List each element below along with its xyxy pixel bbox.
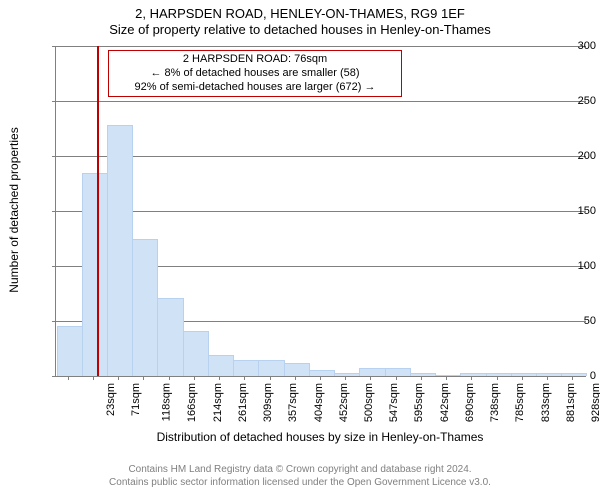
histogram-bar: [460, 373, 486, 376]
x-tick-label: 23sqm: [105, 383, 117, 416]
x-tick-label: 261sqm: [237, 383, 249, 422]
histogram-bar: [435, 375, 461, 376]
attribution-line: Contains public sector information licen…: [0, 477, 600, 490]
gridline: [56, 46, 586, 47]
x-tick-label: 71sqm: [130, 383, 142, 416]
x-tick-label: 452sqm: [338, 383, 350, 422]
annotation-line: 92% of semi-detached houses are larger (…: [115, 81, 395, 95]
annotation-callout: 2 HARPSDEN ROAD: 76sqm← 8% of detached h…: [108, 50, 402, 97]
attribution-text: Contains HM Land Registry data © Crown c…: [0, 464, 600, 489]
histogram-bar: [208, 355, 234, 376]
x-tick-label: 833sqm: [540, 383, 552, 422]
annotation-line: ← 8% of detached houses are smaller (58): [115, 67, 395, 81]
x-tick-label: 404sqm: [313, 383, 325, 422]
gridline: [56, 101, 586, 102]
annotation-line: 2 HARPSDEN ROAD: 76sqm: [115, 53, 395, 67]
histogram-bar: [486, 373, 512, 376]
x-tick-label: 785sqm: [515, 383, 527, 422]
x-tick-label: 500sqm: [363, 383, 375, 422]
x-axis-label: Distribution of detached houses by size …: [55, 430, 585, 444]
histogram-bar: [107, 125, 133, 376]
histogram-bar: [359, 368, 385, 376]
histogram-bar: [385, 368, 411, 376]
y-tick-label: 250: [547, 95, 596, 107]
y-tick-label: 100: [547, 260, 596, 272]
histogram-bar: [157, 298, 183, 376]
x-tick-label: 928sqm: [590, 383, 600, 422]
attribution-line: Contains HM Land Registry data © Crown c…: [0, 464, 600, 477]
x-tick-label: 166sqm: [186, 383, 198, 422]
x-tick-label: 642sqm: [439, 383, 451, 422]
gridline: [56, 156, 586, 157]
histogram-bar: [132, 239, 158, 376]
x-tick-label: 309sqm: [262, 383, 274, 422]
histogram-bar: [410, 373, 436, 376]
histogram-bar: [82, 173, 108, 376]
property-marker-line: [97, 46, 99, 376]
gridline: [56, 376, 586, 377]
y-tick-label: 200: [547, 150, 596, 162]
histogram-bar: [334, 373, 360, 376]
histogram-bar: [57, 326, 83, 377]
x-tick-label: 547sqm: [388, 383, 400, 422]
x-tick-label: 738sqm: [489, 383, 501, 422]
x-tick-label: 357sqm: [287, 383, 299, 422]
title-address: 2, HARPSDEN ROAD, HENLEY-ON-THAMES, RG9 …: [0, 6, 600, 21]
title-subtitle: Size of property relative to detached ho…: [0, 22, 600, 37]
y-axis-label: Number of detached properties: [7, 45, 21, 375]
histogram-bar: [309, 370, 335, 377]
x-tick-label: 881sqm: [565, 383, 577, 422]
histogram-bar: [284, 363, 310, 376]
histogram-bar: [183, 331, 209, 376]
histogram-bar: [511, 373, 537, 376]
histogram-bar: [258, 360, 284, 376]
x-tick-label: 690sqm: [464, 383, 476, 422]
x-tick-label: 118sqm: [160, 383, 172, 421]
gridline: [56, 211, 586, 212]
y-tick-label: 300: [547, 40, 596, 52]
x-tick-label: 214sqm: [212, 383, 224, 422]
y-tick-label: 50: [547, 315, 596, 327]
y-tick-label: 150: [547, 205, 596, 217]
histogram-bar: [233, 360, 259, 376]
x-tick-label: 595sqm: [414, 383, 426, 422]
